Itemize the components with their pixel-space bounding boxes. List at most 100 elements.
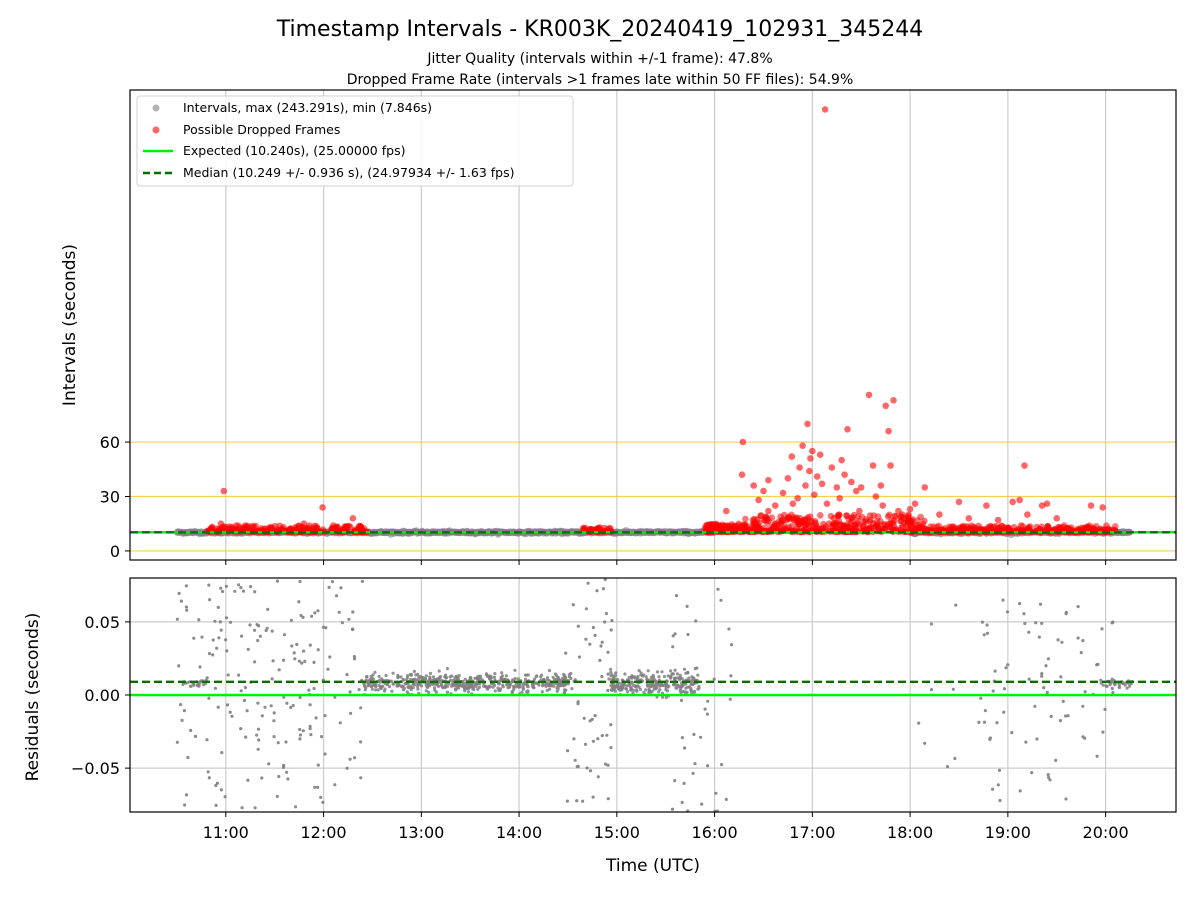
residual-point <box>1060 640 1064 644</box>
residual-point <box>308 703 312 707</box>
residual-point <box>1095 754 1099 758</box>
residual-point <box>454 688 458 692</box>
residual-point <box>364 686 368 690</box>
residual-point <box>525 684 530 688</box>
dropped-frame-point <box>739 438 747 446</box>
residual-point <box>576 624 580 628</box>
residual-point <box>350 627 355 631</box>
residual-point <box>310 614 314 618</box>
residual-point <box>647 687 651 691</box>
dropped-frame-point <box>220 487 228 495</box>
residual-point <box>1034 621 1038 625</box>
residual-point <box>225 703 230 707</box>
residual-point <box>198 665 202 669</box>
residual-point <box>476 687 480 692</box>
residual-point <box>270 629 274 633</box>
residual-point <box>1049 714 1053 719</box>
residual-point <box>605 733 609 737</box>
residual-point <box>433 686 437 690</box>
residual-point <box>244 735 248 739</box>
residual-point <box>367 681 371 685</box>
residual-point <box>387 684 391 689</box>
dropped-frame-point <box>319 504 326 511</box>
dropped-frame-point <box>265 524 273 532</box>
residual-point <box>256 701 260 705</box>
residual-point <box>1002 710 1006 714</box>
residual-point <box>953 756 957 761</box>
residual-point <box>654 679 658 684</box>
residual-point <box>1033 704 1037 708</box>
residual-point <box>1125 686 1129 690</box>
residual-point <box>399 684 403 688</box>
residual-point <box>985 631 990 635</box>
residual-point <box>609 674 613 678</box>
dropped-frame-point <box>795 520 803 528</box>
bottom-x-tick-label: 16:00 <box>692 823 738 842</box>
residual-point <box>636 676 640 680</box>
bottom-y-tick-label: 0.00 <box>84 686 120 705</box>
residual-point <box>610 688 614 693</box>
residual-point <box>321 800 325 805</box>
dropped-frame-point <box>843 524 851 531</box>
residual-point <box>338 721 342 725</box>
residual-point <box>666 674 670 678</box>
residual-point <box>379 686 383 691</box>
residual-point <box>657 675 661 679</box>
residual-point <box>577 655 582 659</box>
residual-point <box>316 763 320 767</box>
residual-point <box>690 675 694 679</box>
residual-point <box>219 788 223 792</box>
residual-point <box>517 682 521 686</box>
residual-point <box>269 704 273 708</box>
residual-point <box>616 678 620 682</box>
residual-point <box>689 686 693 691</box>
residual-point <box>569 676 573 681</box>
dropped-frame-point <box>994 516 1002 524</box>
residual-point <box>613 689 617 693</box>
residual-point <box>996 783 1000 787</box>
residual-point <box>447 682 451 686</box>
residual-point <box>313 611 317 615</box>
residual-point <box>682 667 687 671</box>
bottom-panel: 11:00 12:00 13:00 14:00 15:00 16:00 17:00 18:00… <box>23 577 1177 876</box>
residual-point <box>487 684 491 689</box>
residual-point <box>615 684 619 689</box>
residual-point <box>982 633 986 637</box>
residual-point <box>511 679 515 683</box>
bottom-x-tick-label: 18:00 <box>887 823 933 842</box>
residual-point <box>233 589 237 593</box>
residual-point <box>703 707 707 711</box>
residual-point <box>606 672 610 676</box>
dropped-frame-point <box>806 467 813 475</box>
residual-point <box>1117 685 1121 690</box>
residual-point <box>351 610 355 614</box>
residual-point <box>339 586 343 590</box>
residual-point <box>504 674 508 678</box>
residual-point <box>588 719 592 723</box>
residual-point <box>433 688 437 692</box>
residual-point <box>478 682 482 686</box>
legend-marker-intervals <box>152 104 160 112</box>
residual-point <box>405 690 409 694</box>
residual-point <box>314 716 318 720</box>
residual-point <box>416 687 420 691</box>
residual-point <box>426 682 430 686</box>
residual-point <box>591 625 596 630</box>
residual-point <box>184 793 189 797</box>
residual-point <box>487 676 491 680</box>
residual-point <box>917 721 921 725</box>
dropped-frame-point <box>704 522 711 529</box>
bottom-axis-ticks: 11:00 12:00 13:00 14:00 15:00 16:00 17:00 18:00… <box>71 613 1129 842</box>
legend-entry-median: Median (10.249 +/- 0.936 s), (24.97934 +… <box>183 165 514 180</box>
residual-point <box>348 757 352 761</box>
residual-point <box>649 685 653 689</box>
dropped-frame-point <box>849 514 857 521</box>
residual-point <box>422 676 427 681</box>
dropped-frame-point <box>890 517 898 524</box>
residual-point <box>461 681 465 685</box>
dropped-frame-point <box>919 520 927 528</box>
residual-point <box>185 608 189 612</box>
dropped-frame-point <box>906 505 914 513</box>
residual-point <box>293 657 297 661</box>
residual-point <box>693 762 697 766</box>
